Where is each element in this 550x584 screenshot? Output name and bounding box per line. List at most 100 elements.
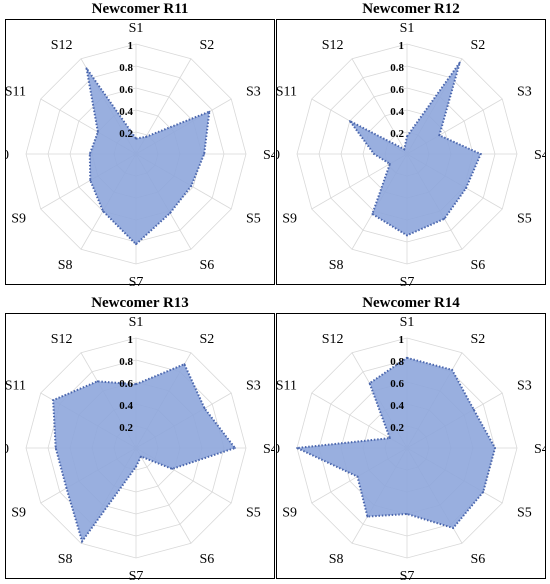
radial-tick-label: 0.4	[119, 106, 133, 118]
chart-frame	[5, 313, 275, 579]
data-point	[406, 234, 408, 237]
category-label: S12	[51, 332, 73, 347]
category-label: S7	[400, 275, 415, 290]
category-label: S9	[11, 212, 26, 227]
category-label: S10	[276, 442, 280, 457]
data-point	[406, 513, 408, 515]
category-label: S8	[329, 552, 344, 567]
data-point	[203, 407, 206, 410]
data-point	[88, 153, 91, 155]
data-point	[465, 187, 467, 190]
data-point	[373, 153, 375, 155]
category-label: S12	[322, 332, 344, 347]
chart-title: Newcomer R11	[91, 1, 189, 17]
data-point	[135, 137, 137, 140]
chart-title: Newcomer R13	[91, 295, 189, 311]
category-label: S1	[400, 315, 415, 330]
series-area	[52, 362, 237, 544]
radar-panel-4: Newcomer R14 0.2 0.4 0.6 0.8 1 S1 S2 S3 S4 S5 S6 S7…	[276, 294, 546, 584]
radial-tick-label: 0.4	[390, 106, 404, 118]
data-point	[438, 134, 441, 137]
data-point	[368, 382, 371, 385]
category-label: S10	[5, 148, 9, 163]
radar-chart: 0.2 0.4 0.6 0.8 1 S1 S2 S3 S4 S5 S6 S7 S8 S9 S10 S11 S12	[5, 315, 275, 584]
category-label: S4	[263, 148, 275, 163]
radial-tick-label: 0.8	[390, 62, 404, 74]
data-point	[203, 153, 206, 155]
data-point	[85, 67, 88, 70]
data-point	[208, 110, 211, 113]
data-point	[406, 356, 408, 359]
radial-tick-label: 1	[128, 334, 134, 346]
category-label: S5	[246, 506, 261, 521]
radial-tick-label: 0.6	[390, 84, 404, 96]
category-label: S2	[471, 38, 486, 53]
category-label: S9	[11, 506, 26, 521]
radar-chart: 0.2 0.4 0.6 0.8 1 S1 S2 S3 S4 S5 S6 S7 S8 S9 S10 S11 S12	[276, 315, 546, 584]
data-point	[52, 399, 55, 402]
data-point	[452, 527, 455, 529]
data-point	[171, 468, 174, 470]
category-label: S4	[534, 442, 546, 457]
chart-frame	[276, 313, 546, 579]
radial-tick-label: 0.8	[119, 356, 133, 368]
data-point	[451, 368, 453, 371]
data-point	[366, 515, 369, 518]
data-point	[472, 408, 475, 411]
radial-tick-label: 0.2	[390, 128, 404, 140]
grid-spoke	[135, 447, 192, 544]
category-label: S10	[5, 442, 9, 457]
category-label: S9	[282, 212, 297, 227]
data-point	[96, 131, 99, 133]
radial-tick-label: 0.8	[390, 356, 404, 368]
category-label: S12	[322, 38, 344, 53]
category-label: S11	[5, 85, 26, 100]
category-label: S2	[200, 38, 215, 53]
radial-tick-label: 0.6	[390, 378, 404, 390]
category-label: S6	[471, 552, 486, 567]
series-area	[293, 356, 497, 530]
radial-tick-label: 0.6	[119, 84, 133, 96]
radar-panel-3: Newcomer R13 0.2 0.4 0.6 0.8 1 S1 S2 S3 S4 S5 S6 S7…	[5, 294, 275, 584]
data-point	[54, 447, 57, 449]
data-point	[96, 380, 99, 383]
category-label: S12	[51, 38, 73, 53]
data-point	[406, 135, 408, 138]
radar-chart: 0.2 0.4 0.6 0.8 1 S1 S2 S3 S4 S5 S6 S7 S8 S9 S10 S11 S12	[276, 21, 546, 290]
data-point	[482, 491, 485, 493]
category-label: S2	[200, 332, 215, 347]
data-point	[135, 383, 137, 386]
chart-title: Newcomer R12	[362, 1, 460, 17]
radar-chart: 0.2 0.4 0.6 0.8 1 S1 S2 S3 S4 S5 S6 S7 S8 S9 S10 S11 S12	[5, 21, 275, 290]
category-label: S3	[246, 85, 261, 100]
data-point	[190, 185, 193, 187]
category-label: S6	[200, 258, 215, 273]
category-label: S6	[200, 552, 215, 567]
category-label: S1	[400, 21, 415, 36]
radial-tick-label: 1	[399, 40, 405, 52]
data-point	[234, 447, 236, 449]
category-label: S8	[329, 258, 344, 273]
radial-tick-label: 1	[399, 334, 405, 346]
data-point	[296, 447, 298, 449]
data-point	[403, 148, 406, 151]
category-label: S5	[246, 212, 261, 227]
data-point	[81, 540, 83, 543]
category-label: S4	[263, 442, 275, 457]
data-point	[102, 210, 104, 213]
category-label: S11	[276, 85, 297, 100]
data-point	[348, 120, 351, 122]
series-area	[85, 67, 211, 246]
category-label: S5	[517, 506, 532, 521]
data-point	[89, 179, 92, 182]
category-label: S3	[517, 379, 532, 394]
data-point	[479, 153, 482, 155]
category-label: S10	[276, 148, 280, 163]
category-label: S1	[129, 21, 144, 36]
data-point	[443, 217, 446, 220]
chart-frame	[276, 19, 546, 285]
grid-spoke	[351, 58, 408, 155]
category-label: S4	[534, 148, 546, 163]
chart-frame	[5, 19, 275, 285]
category-label: S11	[276, 379, 297, 394]
